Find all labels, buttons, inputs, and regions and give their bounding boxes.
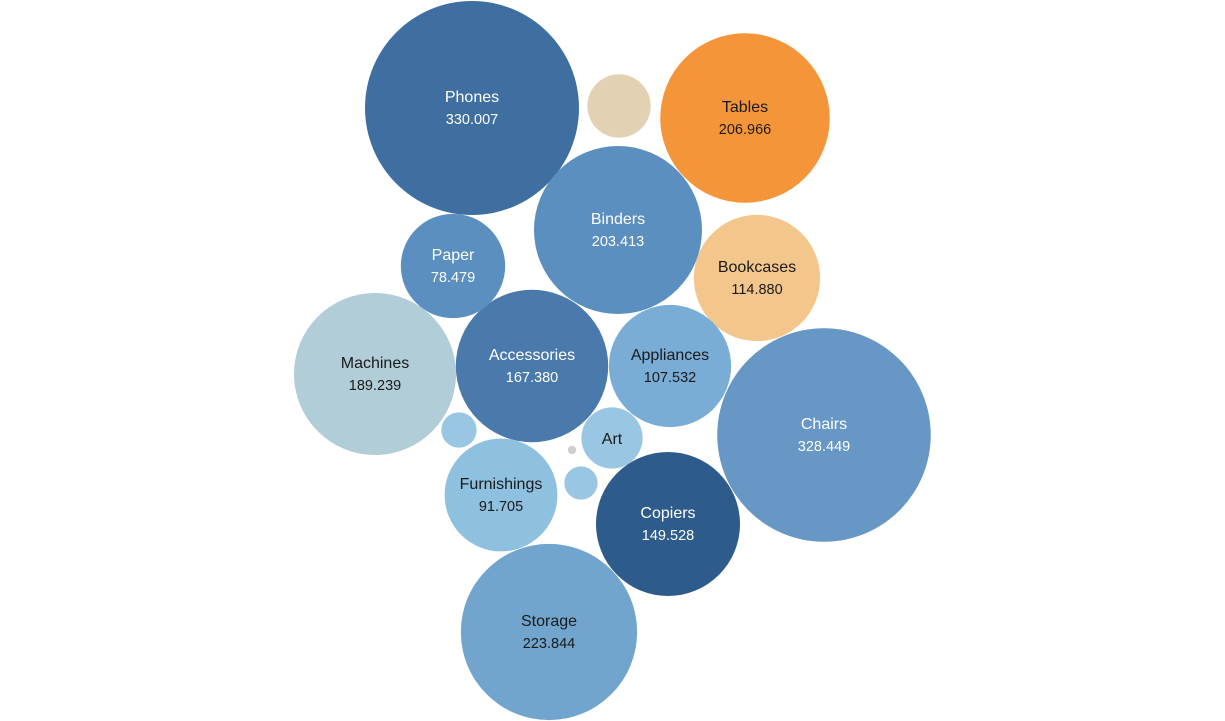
bubble-value-machines: 189.239 xyxy=(349,378,401,394)
bubble-value-chairs: 328.449 xyxy=(798,439,850,455)
bubble-circle-paper[interactable] xyxy=(400,213,506,319)
bubble-circle-accessories[interactable] xyxy=(455,289,609,443)
bubble-circle-unlabeled-13[interactable] xyxy=(587,74,651,138)
bubble-unlabeled-14[interactable] xyxy=(441,412,477,448)
bubble-label-furnishings: Furnishings xyxy=(460,476,543,493)
bubble-appliances[interactable]: Appliances 107.532 xyxy=(608,304,732,428)
bubble-label-art: Art xyxy=(602,431,623,448)
bubble-unlabeled-16[interactable] xyxy=(567,445,577,455)
bubble-circle-binders[interactable] xyxy=(533,145,703,315)
bubble-label-chairs: Chairs xyxy=(801,416,847,433)
bubble-storage[interactable]: Storage 223.844 xyxy=(460,543,638,721)
bubble-label-binders: Binders xyxy=(591,211,645,228)
bubble-machines[interactable]: Machines 189.239 xyxy=(293,292,457,456)
bubble-label-appliances: Appliances xyxy=(631,347,709,364)
bubble-circle-phones[interactable] xyxy=(365,1,579,215)
bubble-circle-unlabeled-14[interactable] xyxy=(441,412,477,448)
bubble-value-furnishings: 91.705 xyxy=(479,499,523,515)
bubble-circle-unlabeled-16[interactable] xyxy=(567,445,577,455)
bubble-value-copiers: 149.528 xyxy=(642,528,694,544)
bubble-circle-tables[interactable] xyxy=(660,33,830,203)
bubble-circle-art[interactable] xyxy=(581,407,643,469)
bubble-label-phones: Phones xyxy=(445,89,499,106)
bubble-circle-storage[interactable] xyxy=(460,543,638,721)
bubble-label-bookcases: Bookcases xyxy=(718,259,796,276)
bubble-accessories[interactable]: Accessories 167.380 xyxy=(455,289,609,443)
bubble-value-phones: 330.007 xyxy=(446,112,498,128)
bubble-circle-appliances[interactable] xyxy=(608,304,732,428)
bubble-chairs[interactable]: Chairs 328.449 xyxy=(717,328,931,542)
bubble-value-binders: 203.413 xyxy=(592,234,644,250)
bubble-label-machines: Machines xyxy=(341,355,409,372)
bubble-value-storage: 223.844 xyxy=(523,636,575,652)
bubble-label-storage: Storage xyxy=(521,613,577,630)
bubble-binders[interactable]: Binders 203.413 xyxy=(533,145,703,315)
bubble-copiers[interactable]: Copiers 149.528 xyxy=(595,451,741,597)
bubble-tables[interactable]: Tables 206.966 xyxy=(660,33,830,203)
bubble-value-bookcases: 114.880 xyxy=(731,282,782,298)
bubble-label-accessories: Accessories xyxy=(489,347,575,364)
bubble-label-copiers: Copiers xyxy=(640,505,695,522)
bubble-label-paper: Paper xyxy=(432,247,475,264)
bubble-circle-chairs[interactable] xyxy=(717,328,931,542)
bubble-art[interactable]: Art xyxy=(581,407,643,469)
bubble-paper[interactable]: Paper 78.479 xyxy=(400,213,506,319)
bubble-circle-furnishings[interactable] xyxy=(444,438,558,552)
bubble-circle-machines[interactable] xyxy=(293,292,457,456)
bubble-unlabeled-13[interactable] xyxy=(587,74,651,138)
bubble-value-paper: 78.479 xyxy=(431,270,475,286)
bubble-bookcases[interactable]: Bookcases 114.880 xyxy=(693,214,821,342)
bubble-circle-unlabeled-15[interactable] xyxy=(564,466,598,500)
bubble-circle-copiers[interactable] xyxy=(595,451,741,597)
bubble-unlabeled-15[interactable] xyxy=(564,466,598,500)
bubble-circle-bookcases[interactable] xyxy=(693,214,821,342)
bubble-phones[interactable]: Phones 330.007 xyxy=(365,1,579,215)
bubble-furnishings[interactable]: Furnishings 91.705 xyxy=(444,438,558,552)
bubble-label-tables: Tables xyxy=(722,99,768,116)
bubble-value-appliances: 107.532 xyxy=(644,370,696,386)
bubble-value-tables: 206.966 xyxy=(719,122,771,138)
bubble-value-accessories: 167.380 xyxy=(506,370,558,386)
